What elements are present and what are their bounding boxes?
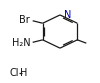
Text: Br: Br — [19, 15, 30, 25]
Text: H: H — [20, 68, 27, 78]
Text: H₂N: H₂N — [12, 38, 30, 48]
Text: Cl: Cl — [10, 68, 19, 78]
Text: N: N — [64, 10, 71, 20]
